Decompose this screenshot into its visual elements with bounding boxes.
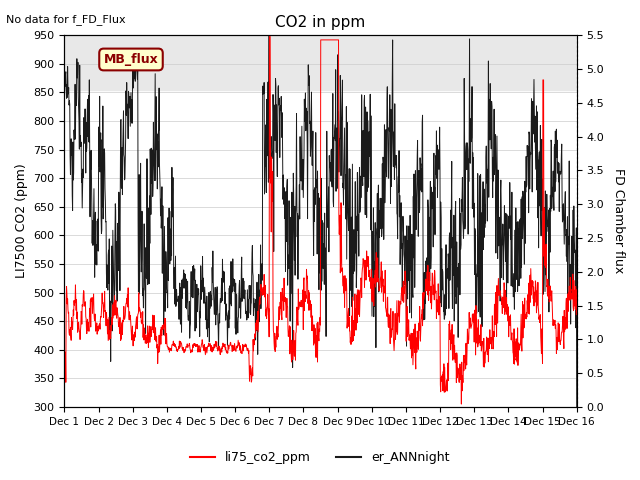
Y-axis label: FD Chamber flux: FD Chamber flux bbox=[612, 168, 625, 274]
Text: No data for f_FD_Flux: No data for f_FD_Flux bbox=[6, 14, 126, 25]
Text: MB_flux: MB_flux bbox=[104, 53, 158, 66]
Legend: li75_co2_ppm, er_ANNnight: li75_co2_ppm, er_ANNnight bbox=[186, 446, 454, 469]
Y-axis label: LI7500 CO2 (ppm): LI7500 CO2 (ppm) bbox=[15, 164, 28, 278]
Bar bbox=[65, 30, 577, 90]
Title: CO2 in ppm: CO2 in ppm bbox=[275, 15, 365, 30]
